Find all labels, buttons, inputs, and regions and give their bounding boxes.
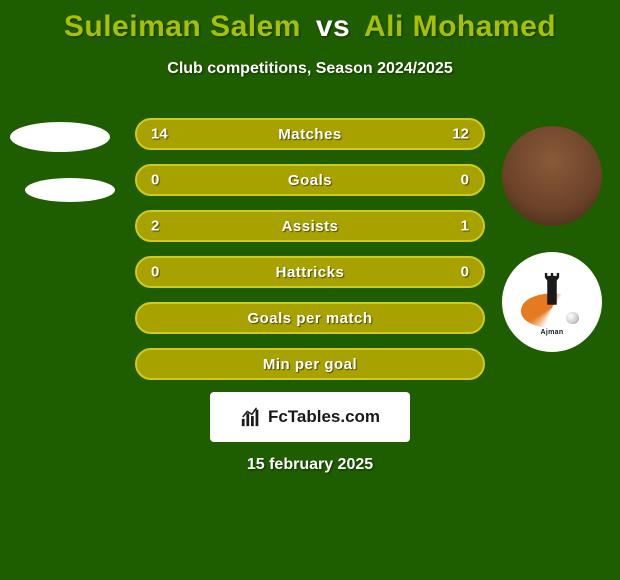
stat-value-left: 0 [151,264,159,281]
stat-row: Matches 14 12 [135,118,485,150]
stat-label: Matches [278,126,342,143]
stat-label: Goals per match [247,310,372,327]
stat-row: Hattricks 0 0 [135,256,485,288]
date-line: 15 february 2025 [0,456,620,474]
vs-separator: vs [316,10,350,43]
page-title: Suleiman Salem vs Ali Mohamed [0,0,620,44]
stat-row: Goals per match [135,302,485,334]
stat-value-left: 0 [151,172,159,189]
stat-value-right: 12 [452,126,469,143]
stat-label: Assists [282,218,339,235]
comparison-card: Suleiman Salem vs Ali Mohamed Club compe… [0,0,620,580]
stat-row: Min per goal [135,348,485,380]
bars-icon [240,406,262,428]
stat-value-left: 14 [151,126,168,143]
stat-label: Min per goal [263,356,357,373]
stat-label: Goals [288,172,332,189]
player2-name: Ali Mohamed [364,10,556,43]
stat-value-right: 0 [461,264,469,281]
stat-value-right: 1 [461,218,469,235]
stats-table: Matches1412Goals00Assists21Hattricks00Go… [0,118,620,394]
stat-row: Assists 2 1 [135,210,485,242]
brand-text: FcTables.com [268,407,380,427]
stat-label: Hattricks [276,264,345,281]
player1-name: Suleiman Salem [64,10,301,43]
subtitle: Club competitions, Season 2024/2025 [0,60,620,78]
stat-row: Goals 0 0 [135,164,485,196]
brand-badge: FcTables.com [210,392,410,442]
stat-value-right: 0 [461,172,469,189]
stat-value-left: 2 [151,218,159,235]
